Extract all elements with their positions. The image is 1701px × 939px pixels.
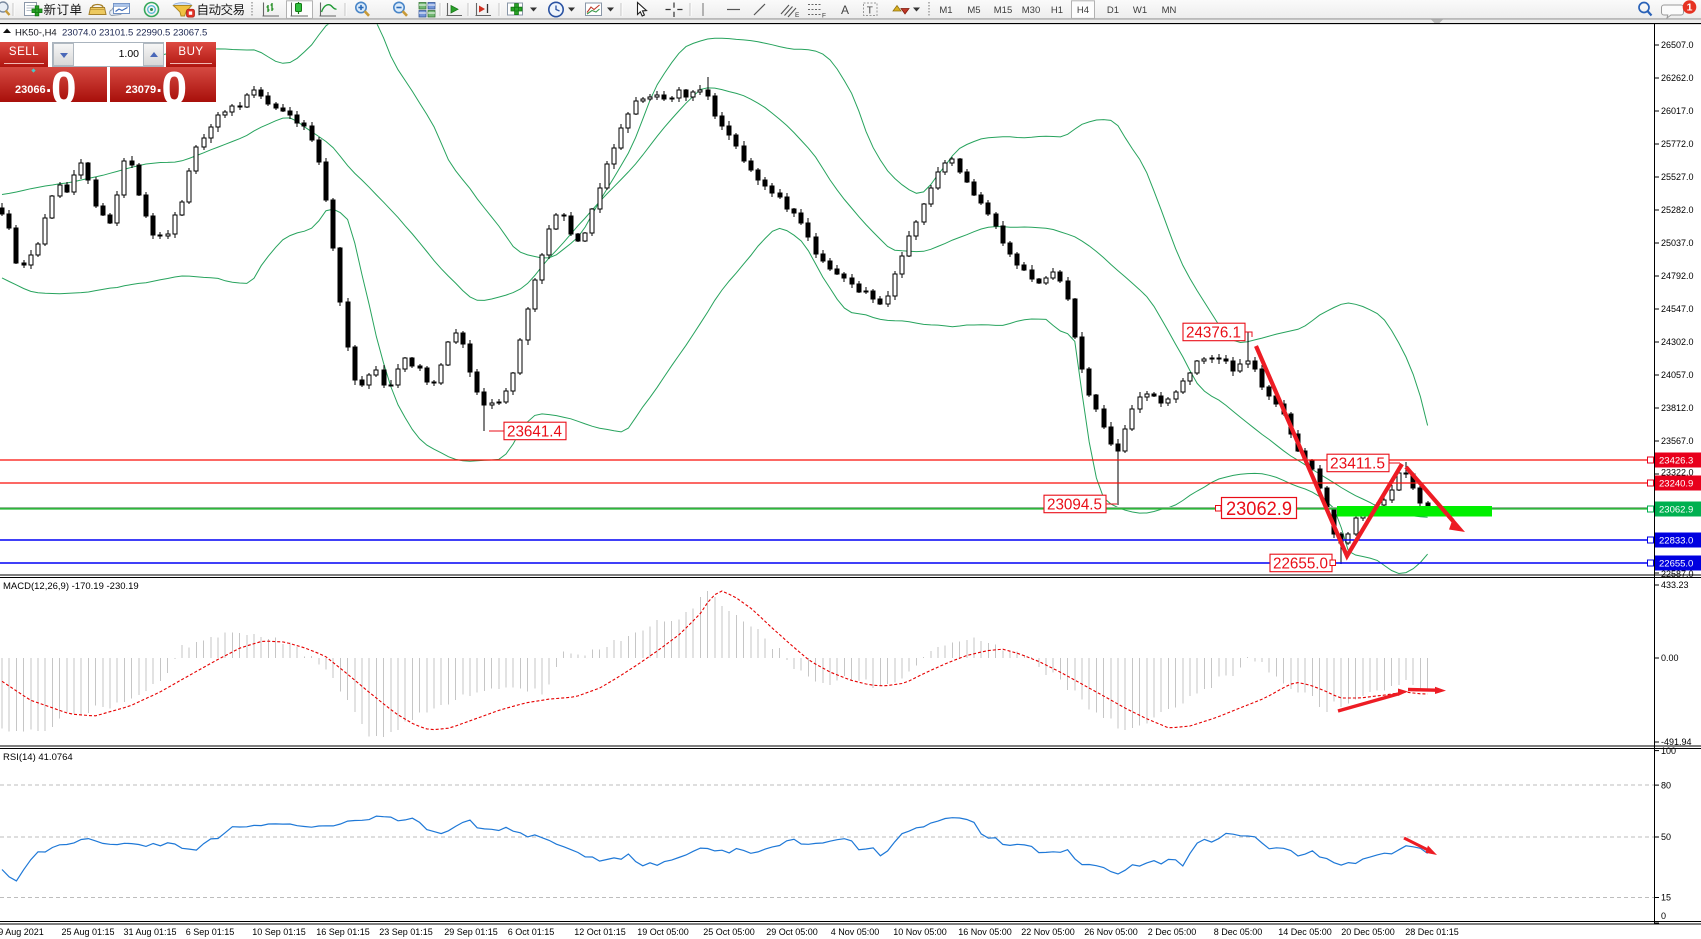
svg-text:RSI(14) 41.0764: RSI(14) 41.0764 xyxy=(3,752,73,763)
svg-text:24302.0: 24302.0 xyxy=(1661,337,1694,347)
svg-text:22 Nov 05:00: 22 Nov 05:00 xyxy=(1021,927,1075,937)
svg-text:23812.0: 23812.0 xyxy=(1661,403,1694,413)
svg-text:26017.0: 26017.0 xyxy=(1661,106,1694,116)
svg-text:H4: H4 xyxy=(1077,5,1089,16)
svg-text:15: 15 xyxy=(1661,893,1671,903)
svg-text:10 Nov 05:00: 10 Nov 05:00 xyxy=(893,927,947,937)
svg-text:2 Dec 05:00: 2 Dec 05:00 xyxy=(1148,927,1197,937)
svg-text:E: E xyxy=(795,12,800,19)
svg-text:23 Sep 01:15: 23 Sep 01:15 xyxy=(379,927,433,937)
svg-text:23094.5: 23094.5 xyxy=(1047,497,1102,514)
svg-text:D1: D1 xyxy=(1107,5,1119,16)
svg-text:29 Sep 01:15: 29 Sep 01:15 xyxy=(444,927,498,937)
svg-text:10 Sep 01:15: 10 Sep 01:15 xyxy=(252,927,306,937)
svg-text:-491.94: -491.94 xyxy=(1661,737,1692,747)
svg-text:6 Sep 01:15: 6 Sep 01:15 xyxy=(186,927,235,937)
svg-text:26 Nov 05:00: 26 Nov 05:00 xyxy=(1084,927,1138,937)
svg-text:M15: M15 xyxy=(994,5,1012,16)
svg-text:100: 100 xyxy=(1661,746,1676,756)
svg-text:23062.9: 23062.9 xyxy=(1226,498,1292,520)
svg-text:12 Oct 01:15: 12 Oct 01:15 xyxy=(574,927,626,937)
svg-text:23641.4: 23641.4 xyxy=(507,424,562,441)
svg-text:0: 0 xyxy=(1661,911,1666,921)
svg-text:9 Aug 2021: 9 Aug 2021 xyxy=(0,927,44,937)
svg-text:22833.0: 22833.0 xyxy=(1659,535,1693,546)
svg-text:20 Dec 05:00: 20 Dec 05:00 xyxy=(1341,927,1395,937)
svg-text:HK50-,H4: HK50-,H4 xyxy=(15,28,57,39)
svg-text:6 Oct 01:15: 6 Oct 01:15 xyxy=(508,927,555,937)
svg-text:23567.0: 23567.0 xyxy=(1661,436,1694,446)
svg-text:28 Dec 01:15: 28 Dec 01:15 xyxy=(1405,927,1459,937)
svg-text:50: 50 xyxy=(1661,832,1671,842)
svg-text:25 Aug 01:15: 25 Aug 01:15 xyxy=(61,927,114,937)
svg-text:31 Aug 01:15: 31 Aug 01:15 xyxy=(123,927,176,937)
svg-text:1: 1 xyxy=(1687,2,1693,14)
svg-text:23240.9: 23240.9 xyxy=(1659,478,1693,489)
svg-text:T: T xyxy=(867,5,873,16)
svg-text:23426.3: 23426.3 xyxy=(1659,455,1693,466)
svg-text:MACD(12,26,9) -170.19 -230.19: MACD(12,26,9) -170.19 -230.19 xyxy=(3,581,139,592)
svg-text:4 Nov 05:00: 4 Nov 05:00 xyxy=(831,927,880,937)
svg-text:M1: M1 xyxy=(939,5,952,16)
svg-text:19 Oct 05:00: 19 Oct 05:00 xyxy=(637,927,689,937)
svg-text:8 Dec 05:00: 8 Dec 05:00 xyxy=(1214,927,1263,937)
svg-text:23322.0: 23322.0 xyxy=(1661,468,1694,478)
svg-text:25037.0: 25037.0 xyxy=(1661,238,1694,248)
svg-text:24057.0: 24057.0 xyxy=(1661,370,1694,380)
svg-text:0.00: 0.00 xyxy=(1661,653,1679,663)
svg-text:MN: MN xyxy=(1162,5,1177,16)
svg-text:433.23: 433.23 xyxy=(1661,580,1689,590)
svg-text:16 Sep 01:15: 16 Sep 01:15 xyxy=(316,927,370,937)
svg-text:23411.5: 23411.5 xyxy=(1330,456,1385,473)
svg-text:23062.9: 23062.9 xyxy=(1659,504,1693,515)
svg-text:26507.0: 26507.0 xyxy=(1661,40,1694,50)
svg-text:A: A xyxy=(841,3,849,17)
svg-text:M5: M5 xyxy=(967,5,980,16)
svg-text:22655.0: 22655.0 xyxy=(1659,558,1693,569)
svg-text:F: F xyxy=(822,13,826,20)
svg-text:26262.0: 26262.0 xyxy=(1661,73,1694,83)
svg-text:25527.0: 25527.0 xyxy=(1661,172,1694,182)
svg-text:24376.1: 24376.1 xyxy=(1186,325,1241,342)
svg-text:22655.0: 22655.0 xyxy=(1273,556,1328,573)
svg-text:25282.0: 25282.0 xyxy=(1661,205,1694,215)
svg-text:W1: W1 xyxy=(1133,5,1147,16)
svg-text:24547.0: 24547.0 xyxy=(1661,304,1694,314)
svg-text:25772.0: 25772.0 xyxy=(1661,139,1694,149)
svg-text:29 Oct 05:00: 29 Oct 05:00 xyxy=(766,927,818,937)
svg-text:M30: M30 xyxy=(1022,5,1040,16)
svg-text:14 Dec 05:00: 14 Dec 05:00 xyxy=(1278,927,1332,937)
svg-text:80: 80 xyxy=(1661,780,1671,790)
svg-text:23074.0 23101.5 22990.5 23067.: 23074.0 23101.5 22990.5 23067.5 xyxy=(62,28,207,39)
svg-text:25 Oct 05:00: 25 Oct 05:00 xyxy=(703,927,755,937)
svg-text:22587.0: 22587.0 xyxy=(1661,569,1694,579)
svg-text:H1: H1 xyxy=(1051,5,1063,16)
svg-text:24792.0: 24792.0 xyxy=(1661,271,1694,281)
svg-text:16 Nov 05:00: 16 Nov 05:00 xyxy=(958,927,1012,937)
